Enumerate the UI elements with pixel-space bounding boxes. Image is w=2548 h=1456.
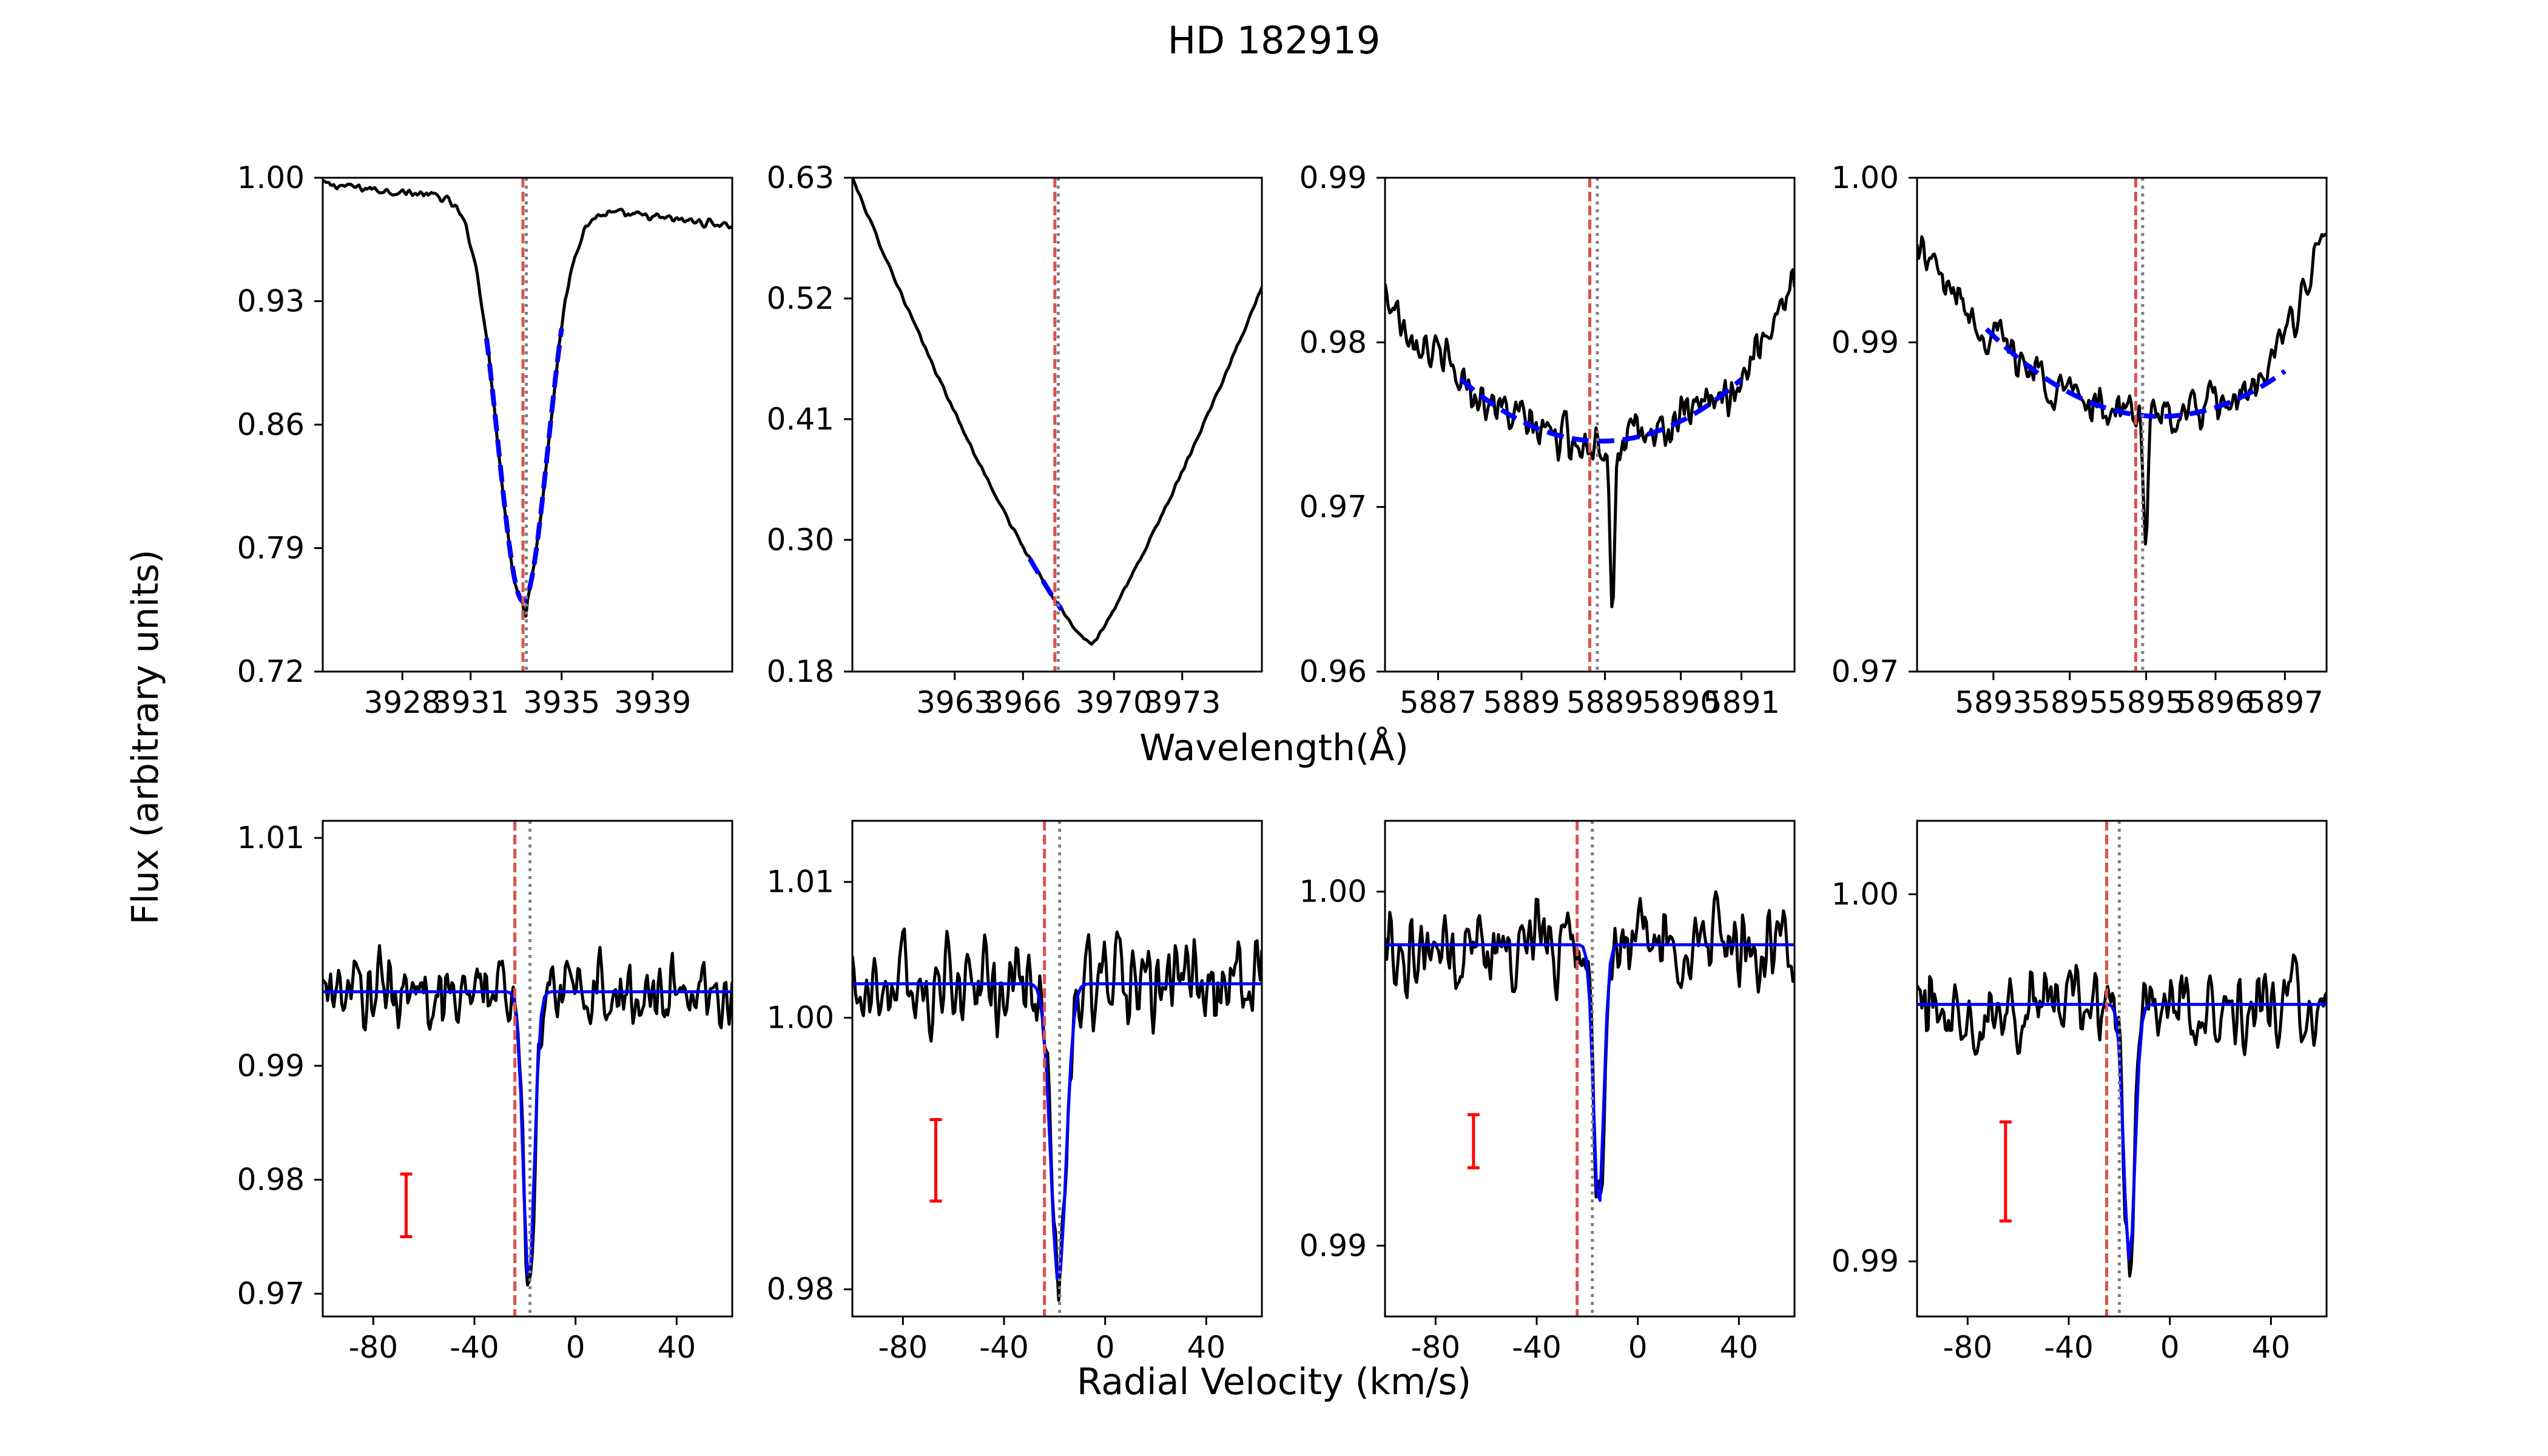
y-tick-label: 1.01 (767, 864, 834, 900)
x-tick-label: 5889 (1483, 685, 1560, 720)
x-tick-label: 3970 (1076, 685, 1153, 720)
y-tick-label: 0.30 (767, 522, 834, 558)
x-tick-label: -80 (1943, 1330, 1992, 1365)
bottom-x-axis-label: Radial Velocity (km/s) (1077, 1361, 1471, 1403)
x-tick-label: 0 (566, 1330, 585, 1365)
panel-bottom-3: -80 -40 0 40 0.99 1.00 (1832, 820, 2328, 1365)
x-tick-label: 3973 (1144, 685, 1221, 720)
fit-line (1459, 377, 1744, 444)
y-tick-label: 0.97 (237, 1276, 305, 1311)
panel-plot-area (323, 821, 732, 1316)
y-tick-label: 0.72 (237, 654, 305, 689)
fit-line (1917, 1003, 2327, 1261)
x-tick-label: 5890 (1642, 685, 1719, 720)
top-x-axis-label: Wavelength(Å) (1139, 726, 1409, 769)
spectrum-line (323, 944, 732, 1287)
x-tick-label: -40 (450, 1330, 499, 1365)
y-tick-label: 1.01 (237, 820, 305, 855)
x-tick-label: 3966 (985, 685, 1062, 720)
y-tick-label: 1.00 (1832, 160, 1899, 195)
panel-bottom-1: -80 -40 0 40 0.98 1.00 1.01 (767, 820, 1263, 1365)
x-tick-label: 5891 (1703, 685, 1780, 720)
axes-frame (322, 820, 733, 1318)
y-tick-label: 0.99 (1832, 1244, 1899, 1279)
axes-frame (1384, 177, 1796, 673)
x-tick-label: 5896 (2177, 685, 2254, 720)
x-tick-label: 5889 (1566, 685, 1643, 720)
y-tick-label: 0.93 (237, 284, 305, 319)
y-tick-label: 0.98 (237, 1162, 305, 1198)
x-tick-label: -80 (1410, 1330, 1460, 1365)
fit-line (323, 990, 732, 1276)
x-tick-label: -40 (979, 1330, 1029, 1365)
y-tick-label: 1.00 (237, 160, 305, 195)
fit-line (1385, 943, 1795, 1202)
y-tick-label: 0.86 (237, 407, 305, 442)
x-tick-label: 3939 (614, 685, 691, 720)
y-tick-label: 0.98 (767, 1272, 834, 1307)
panel-plot-area (852, 178, 1262, 672)
axes-frame (1916, 177, 2328, 673)
x-tick-label: 3931 (432, 685, 509, 720)
fit-line (1984, 327, 2287, 419)
y-tick-label: 0.79 (237, 531, 305, 566)
y-tick-label: 1.00 (1299, 874, 1367, 909)
x-tick-label: -80 (878, 1330, 928, 1365)
x-tick-label: 5897 (2246, 685, 2324, 720)
y-tick-label: 1.00 (1832, 877, 1899, 912)
panel-bottom-2: -80 -40 0 40 0.99 1.00 (1299, 820, 1796, 1365)
axes-frame (1384, 820, 1796, 1318)
x-tick-label: 5893 (1955, 685, 2032, 720)
x-tick-label: -80 (348, 1330, 398, 1365)
panel-plot-area (323, 178, 732, 672)
panel-plot-area (1385, 821, 1795, 1316)
x-tick-label: 0 (2160, 1330, 2180, 1365)
y-tick-label: 1.00 (767, 1000, 834, 1036)
y-tick-label: 0.99 (1299, 160, 1367, 195)
y-tick-label: 0.99 (237, 1048, 305, 1084)
x-tick-label: 0 (1096, 1330, 1115, 1365)
x-tick-label: 5895 (2031, 685, 2108, 720)
y-tick-label: 0.97 (1832, 654, 1899, 689)
x-tick-label: -40 (1512, 1330, 1562, 1365)
x-tick-label: 3935 (523, 685, 600, 720)
x-tick-label: 3928 (364, 685, 441, 720)
y-tick-label: 0.18 (767, 654, 834, 689)
fit-line (852, 982, 1262, 1280)
x-tick-label: 3963 (916, 685, 993, 720)
x-tick-label: 40 (2252, 1330, 2291, 1365)
x-tick-label: 5887 (1400, 685, 1477, 720)
y-tick-label: 0.63 (767, 160, 834, 195)
x-tick-label: 5895 (2108, 685, 2185, 720)
axes-frame (1916, 820, 2328, 1318)
y-tick-label: 0.97 (1299, 490, 1367, 525)
panel-plot-area (1917, 821, 2327, 1316)
x-tick-label: 40 (1187, 1330, 1226, 1365)
figure-title: HD 182919 (1168, 18, 1381, 62)
y-tick-label: 0.99 (1832, 325, 1899, 360)
panel-bottom-0: -80 -40 0 40 0.97 0.98 0.99 1.01 (237, 820, 733, 1365)
axes-frame (851, 177, 1263, 673)
y-tick-label: 0.41 (767, 402, 834, 437)
y-tick-label: 0.98 (1299, 325, 1367, 360)
x-tick-label: -40 (2044, 1330, 2094, 1365)
x-tick-label: 0 (1628, 1330, 1648, 1365)
axes-frame (851, 820, 1263, 1318)
panel-plot-area (852, 821, 1262, 1316)
panel-plot-area (1917, 178, 2327, 672)
fit-line (1027, 556, 1064, 612)
panel-plot-area (1385, 178, 1795, 672)
y-tick-label: 0.99 (1299, 1228, 1367, 1263)
y-tick-label: 0.52 (767, 281, 834, 316)
x-tick-label: 40 (1720, 1330, 1759, 1365)
x-tick-label: 40 (658, 1330, 696, 1365)
y-tick-label: 0.96 (1299, 654, 1367, 689)
y-axis-label: Flux (arbitrary units) (124, 550, 167, 925)
